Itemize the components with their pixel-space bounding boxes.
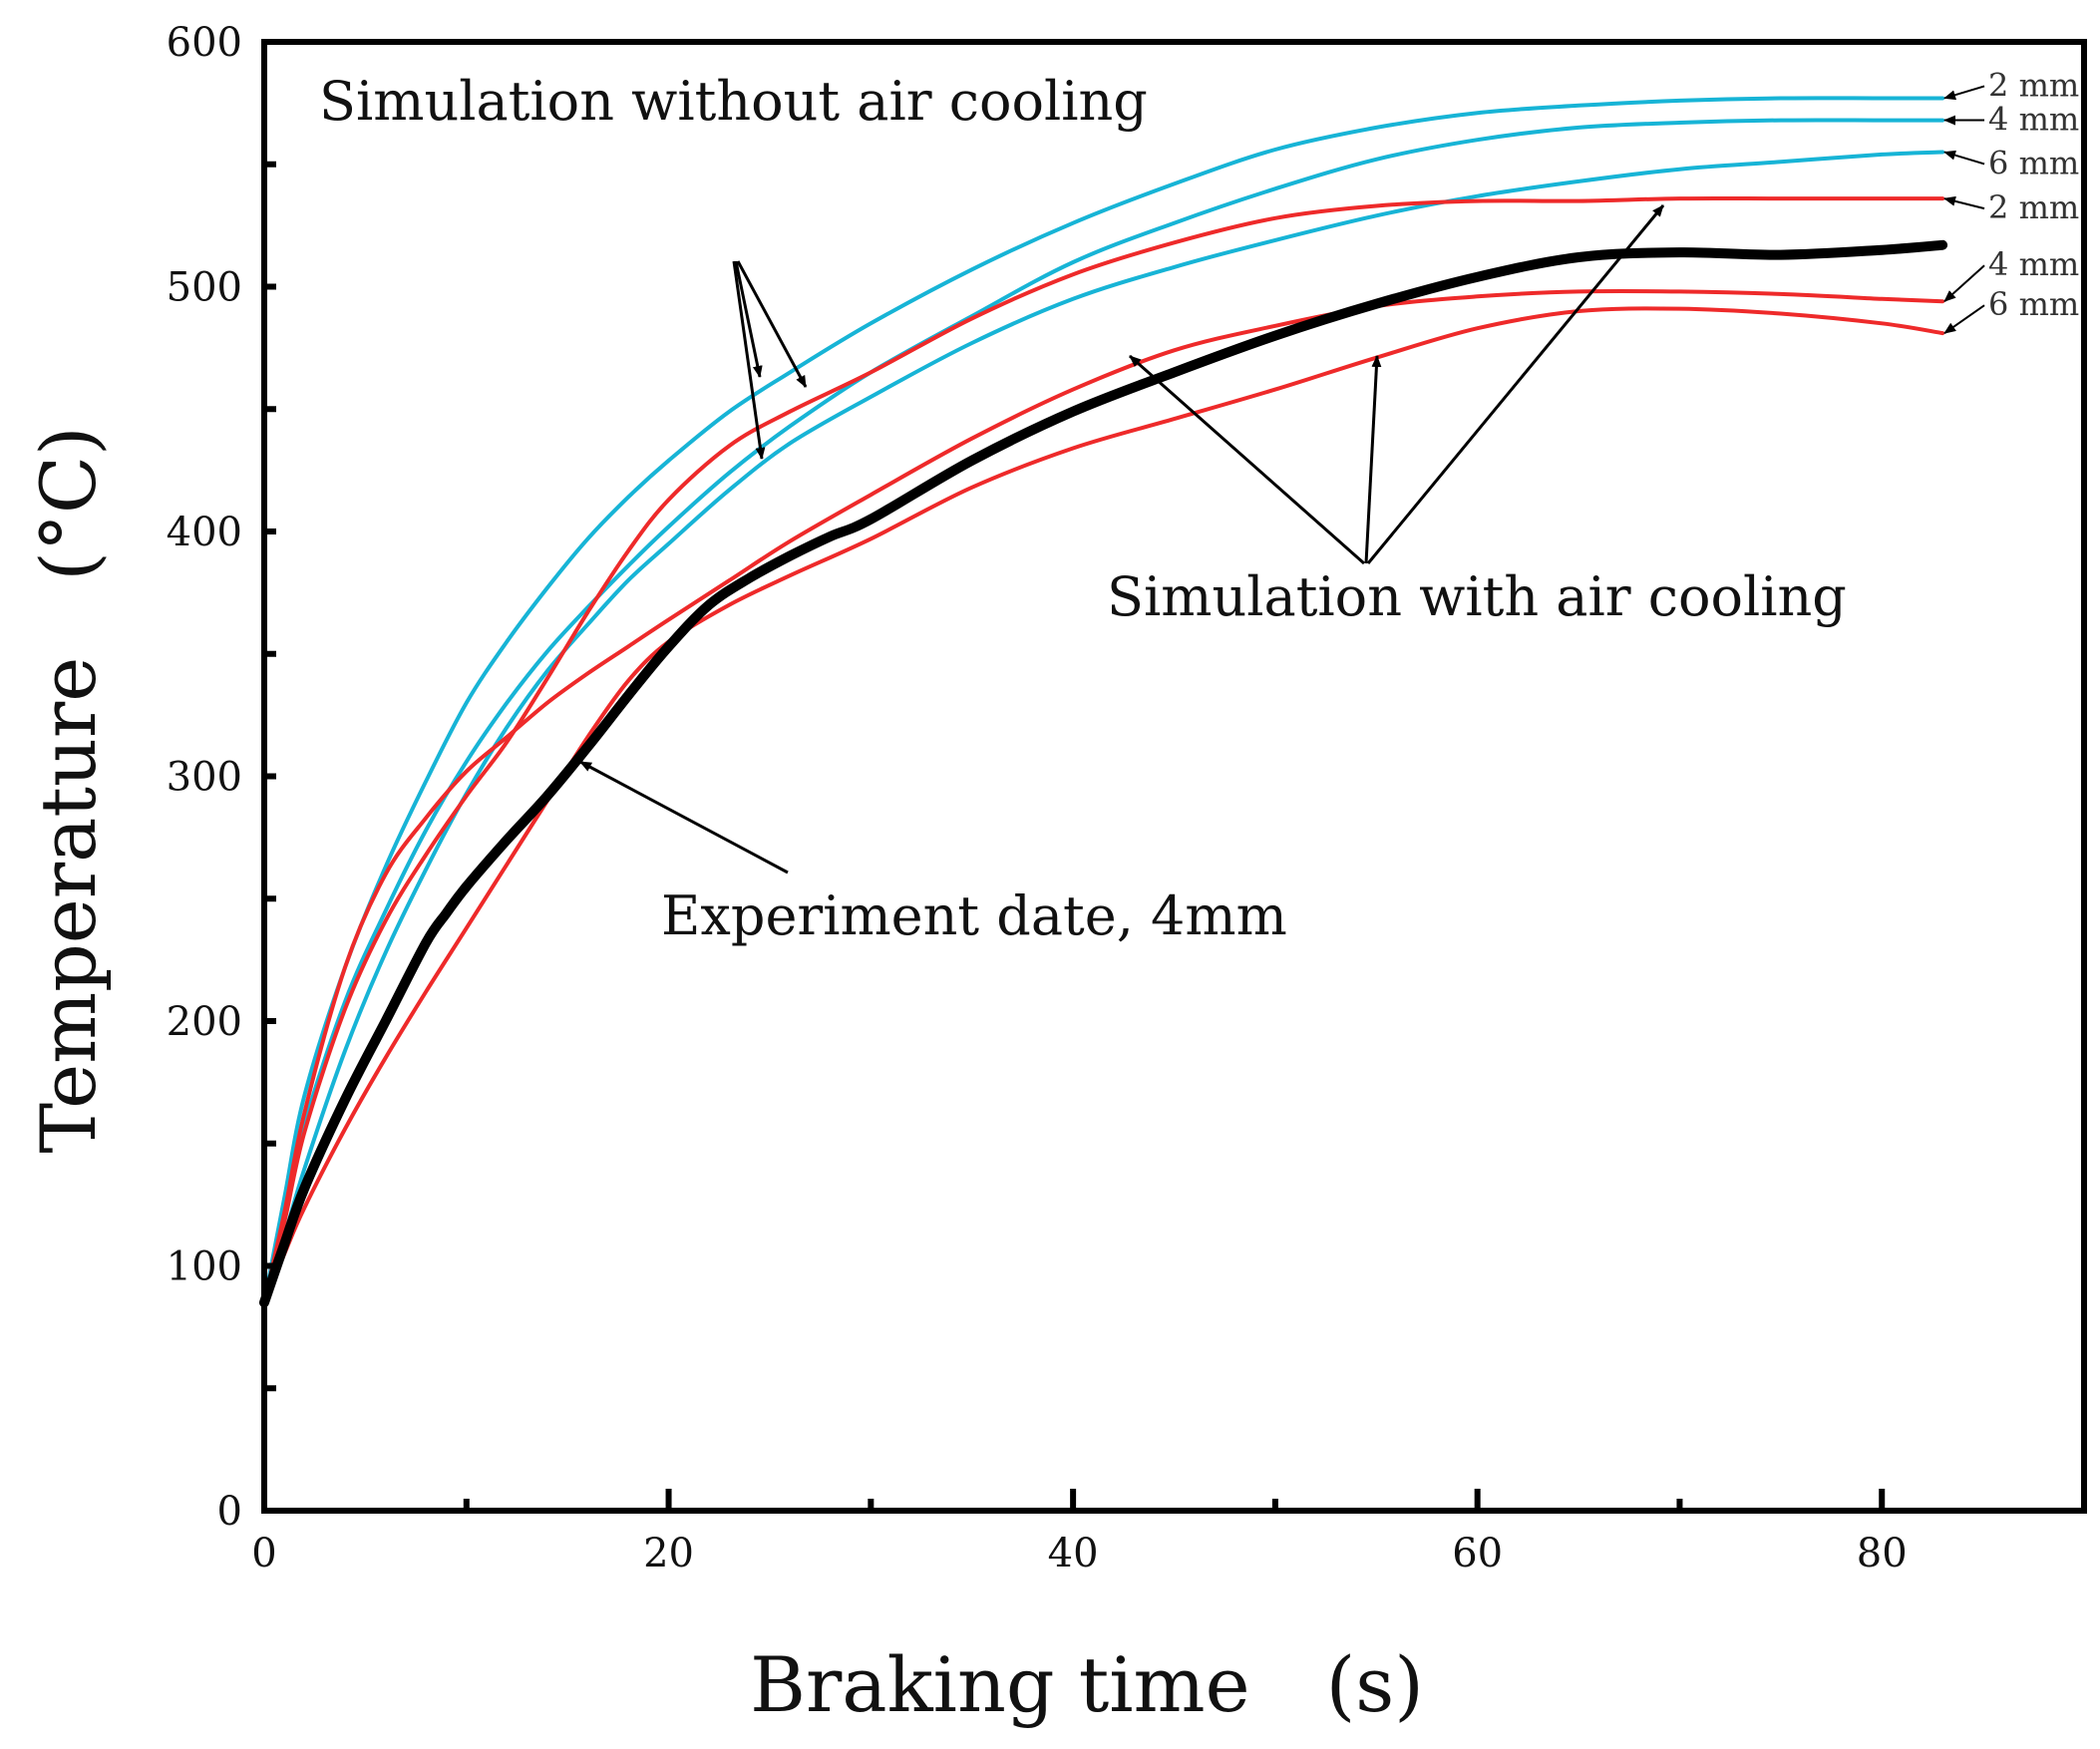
end-label-arrow-simulation-with-air-cooling-2-mm: [1943, 195, 1985, 210]
end-label-arrow-simulation-with-air-cooling-6-mm: [1943, 304, 1985, 334]
series-line-simulation-without-air-cooling-6-mm: [262, 150, 1945, 1305]
end-label-arrow-simulation-without-air-cooling-6-mm: [1943, 150, 1985, 166]
x-tick-label: 40: [1048, 1531, 1099, 1576]
series-line-simulation-without-air-cooling-4-mm: [262, 118, 1945, 1305]
series-line-simulation-with-air-cooling-2-mm: [262, 195, 1945, 1305]
y-tick-label: 600: [167, 20, 242, 66]
end-label-simulation-without-air-cooling-6-mm: 6 mm: [1988, 144, 2079, 181]
annotation-without-air-cooling: Simulation without air cooling: [319, 70, 1148, 133]
arrow-without-2mm: [734, 260, 763, 378]
end-label-simulation-with-air-cooling-6-mm: 6 mm: [1988, 285, 2079, 323]
series-line-simulation-with-air-cooling-4-mm: [262, 288, 1945, 1305]
x-axis-ticks: 0 20 40 60 80: [251, 1489, 1908, 1576]
x-tick-label: 0: [251, 1531, 276, 1576]
y-tick-label: 500: [167, 265, 242, 311]
y-axis-ticks: 0 100 200 300 400 500 600: [167, 20, 276, 1535]
series-line-experiment-date-4mm: [259, 239, 1948, 1308]
end-label-simulation-with-air-cooling-2-mm: 2 mm: [1988, 188, 2079, 226]
end-label-simulation-without-air-cooling-4-mm: 4 mm: [1988, 101, 2079, 139]
end-label-simulation-with-air-cooling-4-mm: 4 mm: [1988, 245, 2079, 283]
series-line-simulation-without-air-cooling-2-mm: [262, 96, 1945, 1305]
y-tick-label: 400: [167, 510, 242, 555]
arrow-experiment: [579, 760, 789, 874]
end-label-simulation-without-air-cooling-2-mm: 2 mm: [1988, 66, 2079, 104]
end-label-arrow-simulation-with-air-cooling-4-mm: [1943, 264, 1985, 302]
x-axis-title: Braking time (s): [750, 1640, 1424, 1729]
x-tick-label: 60: [1452, 1531, 1503, 1576]
annotation-with-air-cooling: Simulation with air cooling: [1107, 565, 1847, 628]
arrow-with-2mm: [1366, 204, 1665, 564]
y-axis-title: Temperature (°C): [24, 426, 113, 1153]
arrow-without-6mm: [732, 260, 766, 460]
arrow-with-6mm: [1364, 355, 1382, 564]
annotation-arrows: [579, 204, 1665, 874]
series-line-simulation-with-air-cooling-6-mm: [262, 306, 1945, 1305]
y-tick-label: 100: [167, 1244, 242, 1290]
x-tick-label: 20: [643, 1531, 694, 1576]
plot-lines: [259, 96, 1948, 1308]
x-tick-label: 80: [1857, 1531, 1908, 1576]
series-end-labels: 2 mm4 mm6 mm2 mm4 mm6 mm: [1943, 66, 2079, 334]
arrow-without-4mm: [736, 260, 808, 388]
y-tick-label: 300: [167, 755, 242, 801]
annotation-experiment: Experiment date, 4mm: [661, 884, 1287, 947]
arrow-with-4mm: [1129, 354, 1365, 565]
y-tick-label: 200: [167, 999, 242, 1045]
y-tick-label: 0: [217, 1489, 242, 1535]
end-label-arrow-simulation-without-air-cooling-2-mm: [1943, 85, 1985, 101]
plot-frame: [261, 39, 2087, 1514]
